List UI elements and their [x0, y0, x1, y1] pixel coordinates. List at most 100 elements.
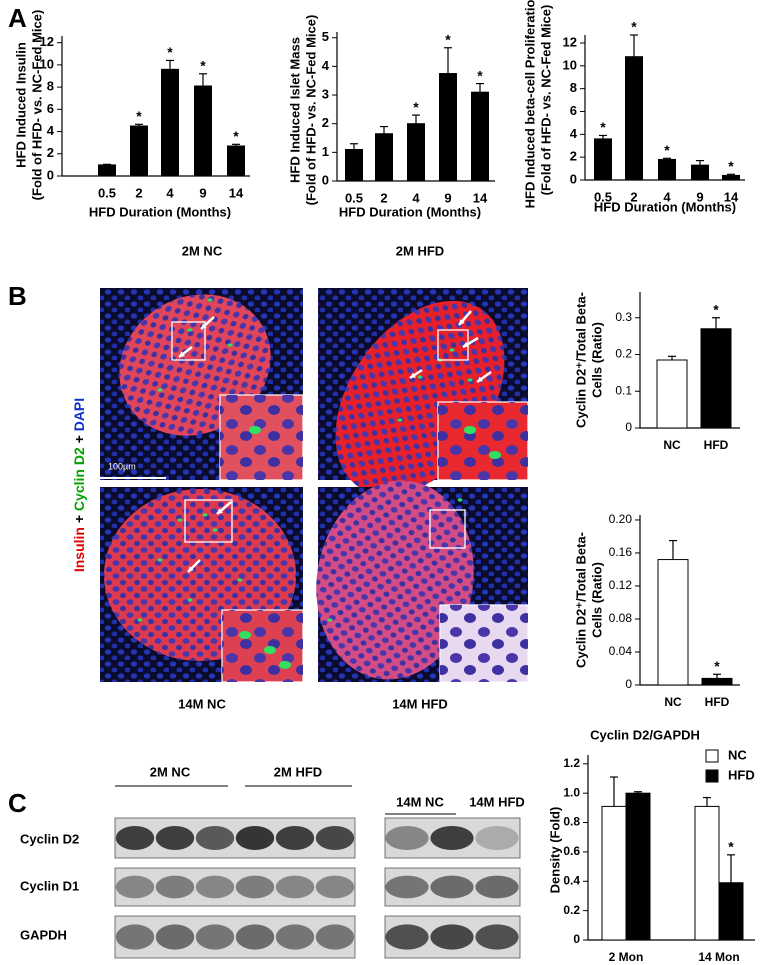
bar — [701, 677, 733, 686]
arrow-head — [410, 372, 416, 378]
blot-band — [275, 826, 315, 850]
blot-band — [430, 924, 474, 950]
cyclin-signal — [227, 343, 233, 347]
stain-label: Insulin + Cyclin D2 + DAPI — [71, 398, 87, 572]
cyclin-signal — [237, 578, 243, 582]
x-tick-label: NC — [664, 695, 682, 709]
blot-band — [430, 875, 474, 899]
x-tick-label: 4 — [166, 185, 174, 200]
x-tick-label: 4 — [412, 190, 420, 205]
y-tick-label: 2 — [570, 149, 577, 164]
x-tick-label: 0.5 — [594, 189, 612, 204]
bar — [471, 91, 489, 182]
significance: * — [167, 44, 173, 60]
scale-bar-label: 100µm — [108, 461, 136, 471]
significance: * — [200, 57, 206, 73]
y-tick-label: 1 — [322, 144, 329, 159]
bar — [656, 359, 688, 429]
y-tick-label: 8 — [47, 79, 54, 94]
bar — [161, 68, 179, 177]
y-tick-label: 2 — [47, 145, 54, 160]
bar — [625, 792, 651, 941]
blot-strip — [114, 867, 356, 907]
blot-band — [475, 924, 519, 950]
significance: * — [713, 301, 719, 317]
x-axis-label: HFD Duration (Months) — [594, 199, 736, 214]
image-label: 2M NC — [182, 243, 223, 258]
blot-band — [235, 826, 275, 850]
image-label: 14M HFD — [392, 696, 448, 711]
arrow-head — [217, 508, 223, 514]
inset-nuclei — [220, 395, 303, 480]
panel-label: B — [8, 281, 27, 311]
bar — [718, 882, 744, 941]
inset-signal — [464, 426, 476, 434]
cyclin-signal — [467, 378, 473, 382]
bar — [594, 138, 612, 181]
y-tick-label: 0.08 — [609, 611, 633, 625]
y-axis-label: Density (Fold) — [547, 807, 562, 894]
cyclin-signal — [157, 558, 163, 562]
bar — [625, 56, 643, 181]
lane-group-label: 14M NC — [396, 794, 444, 809]
significance: * — [600, 119, 606, 135]
bar — [407, 123, 425, 182]
bar — [439, 73, 457, 182]
cyclin-signal — [207, 298, 213, 302]
islet-nuclei — [316, 480, 474, 680]
cyclin-signal — [327, 618, 333, 622]
blot-band — [475, 826, 519, 850]
blot-band — [195, 826, 235, 850]
y-axis-label: (Fold of HFD- vs. NC-Fed Mice) — [303, 15, 318, 206]
bar — [657, 559, 689, 686]
inset-signal — [264, 646, 276, 654]
inset-signal — [249, 426, 261, 434]
bar — [694, 805, 720, 941]
bar — [194, 85, 212, 177]
y-axis-label: Cells (Ratio) — [589, 562, 604, 638]
y-tick-label: 0.04 — [609, 644, 633, 658]
x-tick-label: 9 — [444, 190, 451, 205]
x-tick-label: 0.5 — [98, 185, 116, 200]
y-axis-label: Cells (Ratio) — [589, 322, 604, 398]
blot-band — [195, 924, 235, 950]
x-tick-label: 0.5 — [345, 190, 363, 205]
blot-band — [235, 875, 275, 899]
x-tick-label: 4 — [663, 189, 671, 204]
inset-signal — [279, 661, 291, 669]
x-tick-label: 14 — [229, 185, 244, 200]
cyclin-signal — [457, 498, 463, 502]
y-tick-label: 0.6 — [563, 844, 580, 858]
blot-row-label: GAPDH — [20, 927, 67, 942]
blot-band — [315, 875, 355, 899]
arrow-head — [459, 319, 465, 325]
blot-band — [275, 875, 315, 899]
bar — [691, 164, 709, 181]
x-tick-label: 2 — [630, 189, 637, 204]
zoom-box — [171, 321, 206, 361]
significance: * — [631, 19, 637, 35]
significance: * — [445, 31, 451, 47]
y-tick-label: 0.3 — [615, 310, 632, 324]
y-tick-label: 0.12 — [609, 578, 633, 592]
arrow-head — [179, 351, 185, 357]
significance: * — [714, 658, 720, 674]
blot-row-label: Cyclin D1 — [20, 878, 79, 893]
blot-band — [315, 924, 355, 950]
blot-band — [115, 875, 155, 899]
cyclin-signal — [417, 375, 423, 379]
cyclin-signal — [137, 618, 143, 622]
arrow-head — [201, 323, 207, 329]
stain-sep: + — [71, 515, 87, 523]
inset-nuclei — [438, 402, 528, 480]
x-tick-label: 14 — [473, 190, 488, 205]
arrow-head — [463, 341, 469, 347]
x-tick-label: HFD — [704, 438, 729, 452]
significance: * — [728, 158, 734, 174]
blot-band — [475, 875, 519, 899]
cyclin-signal — [202, 513, 208, 517]
y-tick-label: 0.16 — [609, 545, 633, 559]
lane-group-label: 2M NC — [150, 764, 191, 779]
